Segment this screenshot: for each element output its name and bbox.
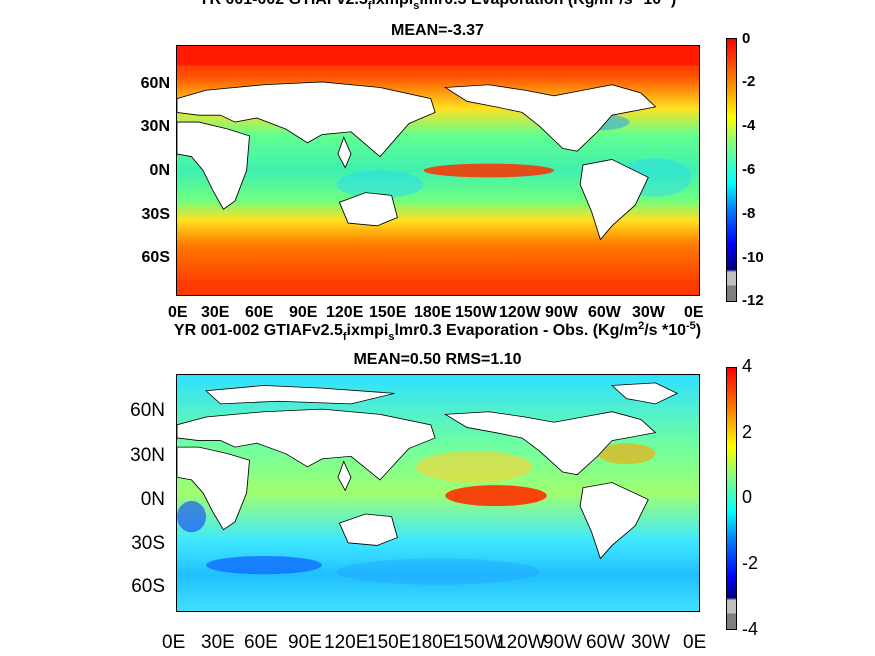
lon-label: 30E <box>201 304 230 321</box>
lat-label: 30N <box>140 118 170 135</box>
lon-label: 90W <box>543 632 583 653</box>
panel-title: YR 001-002 GTIAFv2.5fixmpislmr0.3 Evapor… <box>199 0 676 12</box>
colorbar-tick: -6 <box>742 161 756 178</box>
lon-label: 120W <box>496 632 546 653</box>
lat-label: 0N <box>140 489 165 510</box>
lon-label: 120W <box>499 304 541 321</box>
lat-label: 60S <box>141 249 170 266</box>
lon-label: 180E <box>411 632 456 653</box>
colorbar-tick: -10 <box>742 249 764 266</box>
lat-label: 30N <box>130 445 165 466</box>
lon-label: 0E <box>683 632 707 653</box>
mean-rms-label: MEAN=0.50 RMS=1.10 <box>353 351 522 368</box>
lon-label: 180E <box>414 304 452 321</box>
colorbar-tick: -8 <box>742 205 756 222</box>
lon-label: 150W <box>453 632 503 653</box>
evaporation-field <box>177 46 699 295</box>
lon-label: 0E <box>168 304 188 321</box>
lon-label: 60W <box>586 632 626 653</box>
lon-label: 90W <box>545 304 578 321</box>
lon-label: 60E <box>244 632 278 653</box>
colorbar-tick: -2 <box>742 553 759 573</box>
colorbar-tick: 0 <box>742 487 753 507</box>
colorbar-tick: 2 <box>742 422 753 442</box>
lat-label: 30S <box>141 206 170 223</box>
lon-label: 30E <box>201 632 235 653</box>
colorbar-tick: 0 <box>742 30 751 47</box>
lon-label: 150W <box>455 304 497 321</box>
lon-label: 90E <box>289 304 318 321</box>
evaporation-diff-field <box>177 375 699 611</box>
lon-label: 0E <box>684 304 704 321</box>
evaporation-diff-map <box>176 374 700 612</box>
lat-label: 60N <box>140 75 170 92</box>
lon-label: 120E <box>326 304 364 321</box>
lon-label: 120E <box>324 632 369 653</box>
lat-label: 30S <box>131 533 165 554</box>
colorbar-tick: 4 <box>742 356 753 376</box>
colorbar <box>726 38 737 302</box>
lon-label: 90E <box>288 632 322 653</box>
mean-label: MEAN=-3.37 <box>391 22 484 39</box>
lon-label: 30W <box>632 304 665 321</box>
lat-label: 0N <box>149 162 170 179</box>
colorbar-tick: -12 <box>742 292 764 309</box>
lon-label: 60W <box>588 304 621 321</box>
colorbar-tick: -2 <box>742 73 756 90</box>
lon-label: 0E <box>162 632 186 653</box>
lat-label: 60N <box>130 400 165 421</box>
lon-label: 150E <box>367 632 412 653</box>
lon-label: 30W <box>631 632 671 653</box>
colorbar-tick: -4 <box>742 117 756 134</box>
evaporation-map <box>176 45 700 296</box>
lat-label: 60S <box>131 576 165 597</box>
colorbar <box>726 367 737 630</box>
lon-label: 60E <box>245 304 274 321</box>
panel-title: YR 001-002 GTIAFv2.5fixmpislmr0.3 Evapor… <box>173 320 702 343</box>
lon-label: 150E <box>369 304 407 321</box>
colorbar-tick: -4 <box>742 619 759 639</box>
